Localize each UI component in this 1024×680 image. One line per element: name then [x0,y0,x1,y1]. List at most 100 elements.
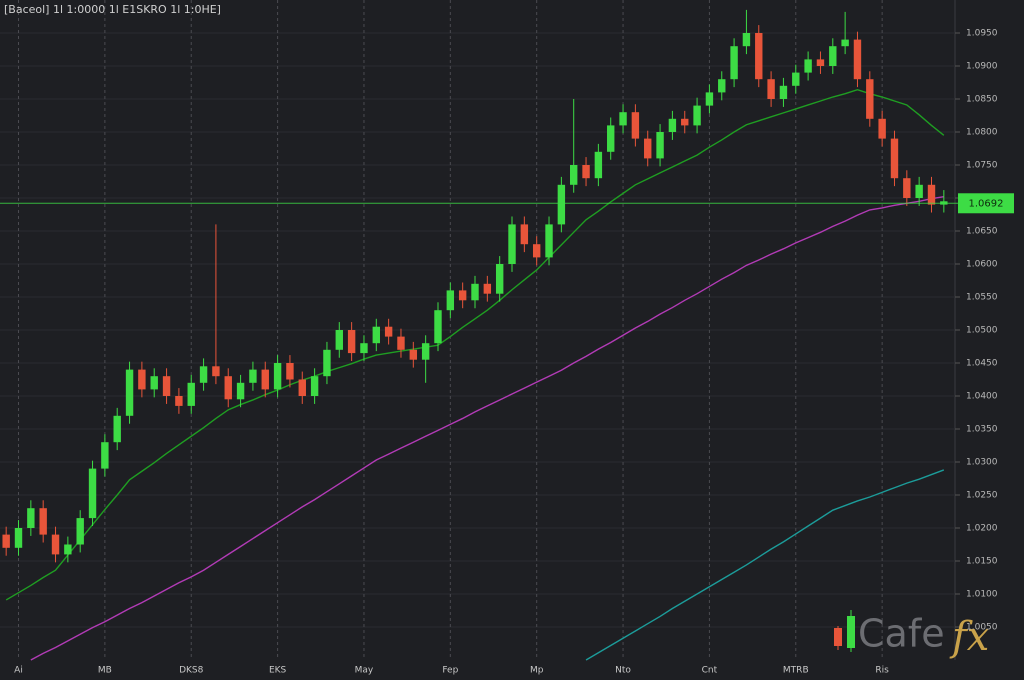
x-tick-label: Cnt [702,666,718,676]
candle-body [915,184,923,198]
y-tick-label: 1.0450 [966,359,998,369]
candle-body [853,39,862,80]
candle-body [742,33,751,47]
candle-body [705,92,714,106]
candle-body [236,382,245,400]
candle-body [890,138,899,179]
candle-body [249,369,257,383]
candle-body [779,85,788,99]
candle-body [150,376,158,390]
y-tick-label: 1.0150 [966,557,998,567]
candle-body [175,396,183,406]
y-tick-label: 1.0400 [966,392,998,402]
moving-average-line [5,89,945,601]
chart-title: [Baceol] 1l 1:0000 1l E1SKRO 1l 1:0HE] [4,3,221,16]
y-tick-label: 1.0850 [966,95,998,105]
x-tick-label: Mp [530,666,544,676]
candle-body [841,39,849,47]
candle-body [767,79,775,99]
y-tick-label: 1.0650 [966,227,998,237]
x-tick-label: MB [98,666,112,676]
candle-body [866,79,874,119]
candle-body [286,363,294,380]
candle-body [495,264,504,294]
x-tick-label: Ai [14,666,23,676]
x-tick-label: Nto [615,666,631,676]
x-tick-label: Fep [442,666,458,676]
watermark-accent: fx [949,614,989,660]
candle-body [212,366,220,377]
candle-body [656,132,664,159]
candle-body [397,336,405,350]
candle-body [545,224,553,258]
y-tick-label: 1.0100 [966,590,998,600]
candle-body [101,442,109,469]
y-tick-label: 1.0050 [966,623,998,633]
watermark-icon [834,610,855,652]
candle-body [138,369,146,390]
candle-body [878,118,886,139]
candle-body [471,283,479,301]
y-tick-label: 1.0250 [966,491,998,501]
candle-body [360,343,368,354]
price-label: 1.0692 [969,198,1004,209]
candle-body [446,290,455,311]
candle-body [14,528,23,548]
candle-body [372,326,380,344]
candle-body [434,310,442,344]
candle-body [792,72,800,86]
candle-body [730,46,738,80]
candle-body [162,376,171,396]
candle-body [125,369,134,416]
moving-average-line [30,195,944,661]
candle-body [508,224,516,264]
price-label-box [958,193,1014,214]
y-tick-label: 1.0750 [966,161,998,171]
y-tick-label: 1.0500 [966,326,998,336]
candle-body [347,330,356,354]
candle-body [483,283,492,294]
candle-body [755,33,763,80]
candle-body [903,178,911,198]
candle-body [804,59,812,73]
grid [0,0,960,660]
y-tick-label: 1.0200 [966,524,998,534]
candle-body [335,330,343,350]
y-tick-label: 1.0300 [966,458,998,468]
candle-body [298,379,306,396]
candle-body [557,184,566,225]
y-tick-label: 1.0950 [966,29,998,39]
candle-body [644,138,652,159]
candle-body [409,349,418,360]
x-tick-label: May [355,666,374,676]
candle-body [224,376,232,400]
candle-body [532,244,541,258]
x-tick-label: MTRB [783,666,809,676]
candle-body [199,366,208,383]
candle-body [927,184,936,205]
candle-body [261,369,269,390]
candle-body [570,165,578,185]
candle-body [39,508,47,535]
y-tick-label: 1.0550 [966,293,998,303]
candle-body [619,112,627,126]
y-tick-label: 1.0600 [966,260,998,270]
candle-body [187,382,195,406]
candle-body [421,343,430,360]
candle-body [829,46,837,66]
y-tick-label: 1.0800 [966,128,998,138]
candle-body [607,125,615,152]
candle-body [88,468,97,519]
candle-body [594,151,603,179]
candle-body [668,118,677,132]
candle-body [51,534,60,555]
candle-body [384,326,393,337]
candle-body [693,105,701,126]
candle-body [816,59,825,66]
y-tick-label: 1.0900 [966,62,998,72]
candle-body [2,534,10,548]
candle-body [582,165,590,179]
candle-body [323,349,331,377]
